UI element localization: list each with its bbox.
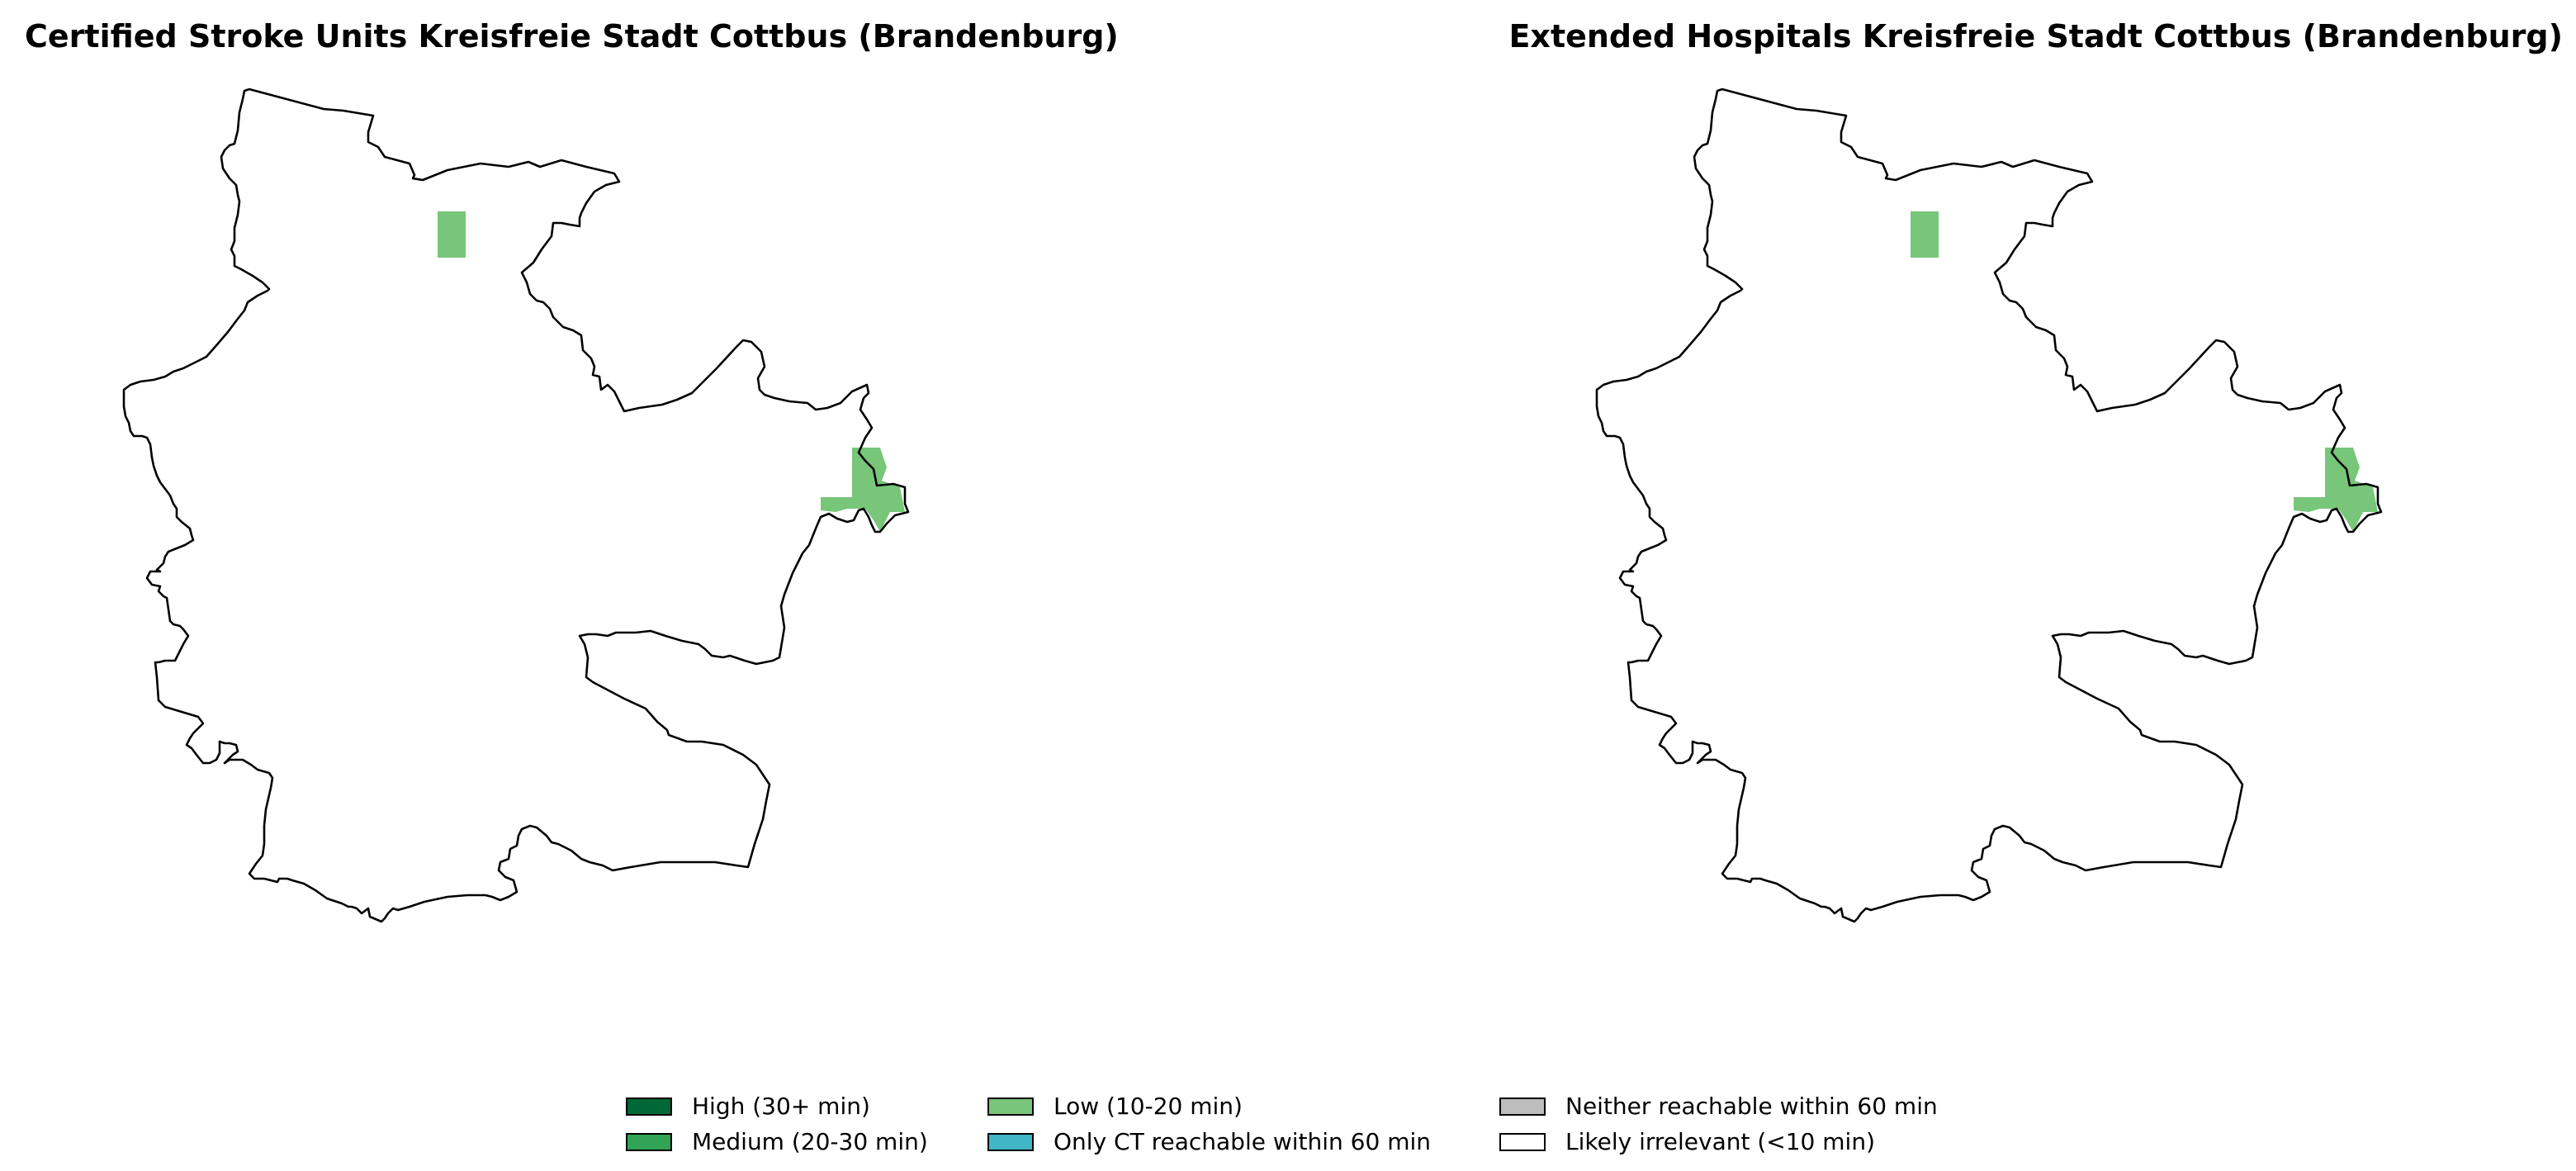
area-low-north — [438, 211, 466, 258]
legend-item-neither: Neither reachable within 60 min — [1499, 1088, 1962, 1124]
area-low-east — [2294, 448, 2378, 532]
legend-item-medium: Medium (20-30 min) — [626, 1124, 987, 1159]
legend-swatch-high — [626, 1097, 672, 1116]
map-title-stroke-units: Certified Stroke Units Kreisfreie Stadt … — [25, 18, 1119, 55]
legend-swatch-medium — [626, 1132, 672, 1151]
district-boundary-cottbus — [122, 88, 910, 923]
map-stroke-units — [122, 88, 910, 923]
legend-swatch-only-ct — [987, 1132, 1034, 1151]
legend-label-medium: Medium (20-30 min) — [692, 1128, 928, 1155]
legend-item-high: High (30+ min) — [626, 1088, 987, 1124]
legend-item-low: Low (10-20 min) — [987, 1088, 1499, 1124]
map-legend: High (30+ min) Medium (20-30 min) Low (1… — [626, 1088, 1980, 1164]
legend-label-low: Low (10-20 min) — [1054, 1093, 1243, 1120]
legend-item-only-ct: Only CT reachable within 60 min — [987, 1124, 1499, 1159]
district-boundary-cottbus — [1595, 88, 2383, 923]
map-extended-hospitals — [1595, 88, 2383, 923]
legend-label-neither: Neither reachable within 60 min — [1565, 1093, 1938, 1120]
legend-item-irrelevant: Likely irrelevant (<10 min) — [1499, 1124, 1962, 1159]
legend-swatch-irrelevant — [1499, 1132, 1546, 1151]
legend-label-irrelevant: Likely irrelevant (<10 min) — [1565, 1128, 1875, 1155]
map-title-extended-hospitals: Extended Hospitals Kreisfreie Stadt Cott… — [1508, 18, 2563, 55]
area-low-east — [821, 448, 905, 532]
legend-swatch-neither — [1499, 1097, 1546, 1116]
legend-label-only-ct: Only CT reachable within 60 min — [1054, 1128, 1432, 1155]
legend-swatch-low — [987, 1097, 1034, 1116]
area-low-north — [1911, 211, 1939, 258]
legend-label-high: High (30+ min) — [692, 1093, 870, 1120]
